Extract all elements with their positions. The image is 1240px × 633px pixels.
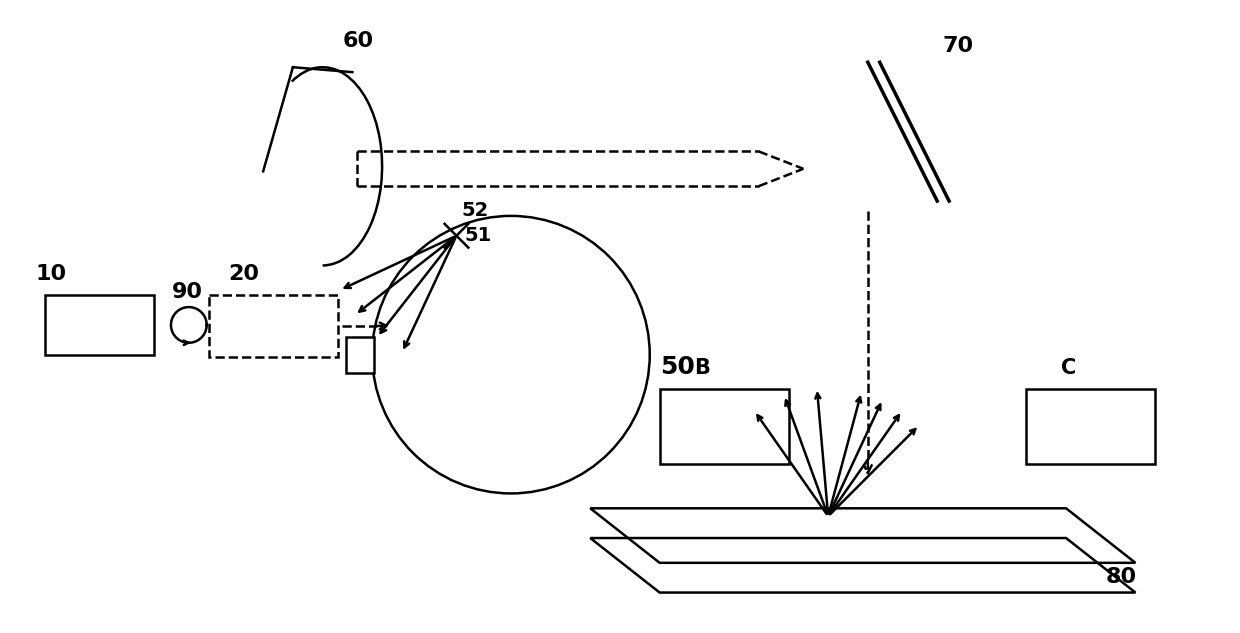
Text: 52: 52 bbox=[461, 201, 489, 220]
Bar bbox=[1027, 389, 1156, 464]
Bar bbox=[346, 337, 374, 372]
Bar bbox=[45, 295, 154, 354]
Text: 70: 70 bbox=[942, 36, 973, 56]
Text: 60: 60 bbox=[342, 32, 373, 51]
Text: 51: 51 bbox=[464, 226, 491, 245]
Text: 50: 50 bbox=[660, 356, 694, 380]
Text: 10: 10 bbox=[35, 265, 66, 284]
Bar bbox=[660, 389, 789, 464]
Text: B: B bbox=[694, 358, 711, 379]
Text: 80: 80 bbox=[1106, 567, 1137, 587]
Bar bbox=[208, 295, 337, 356]
Text: C: C bbox=[1061, 358, 1076, 379]
Text: 20: 20 bbox=[228, 265, 259, 284]
Text: 90: 90 bbox=[172, 282, 203, 302]
